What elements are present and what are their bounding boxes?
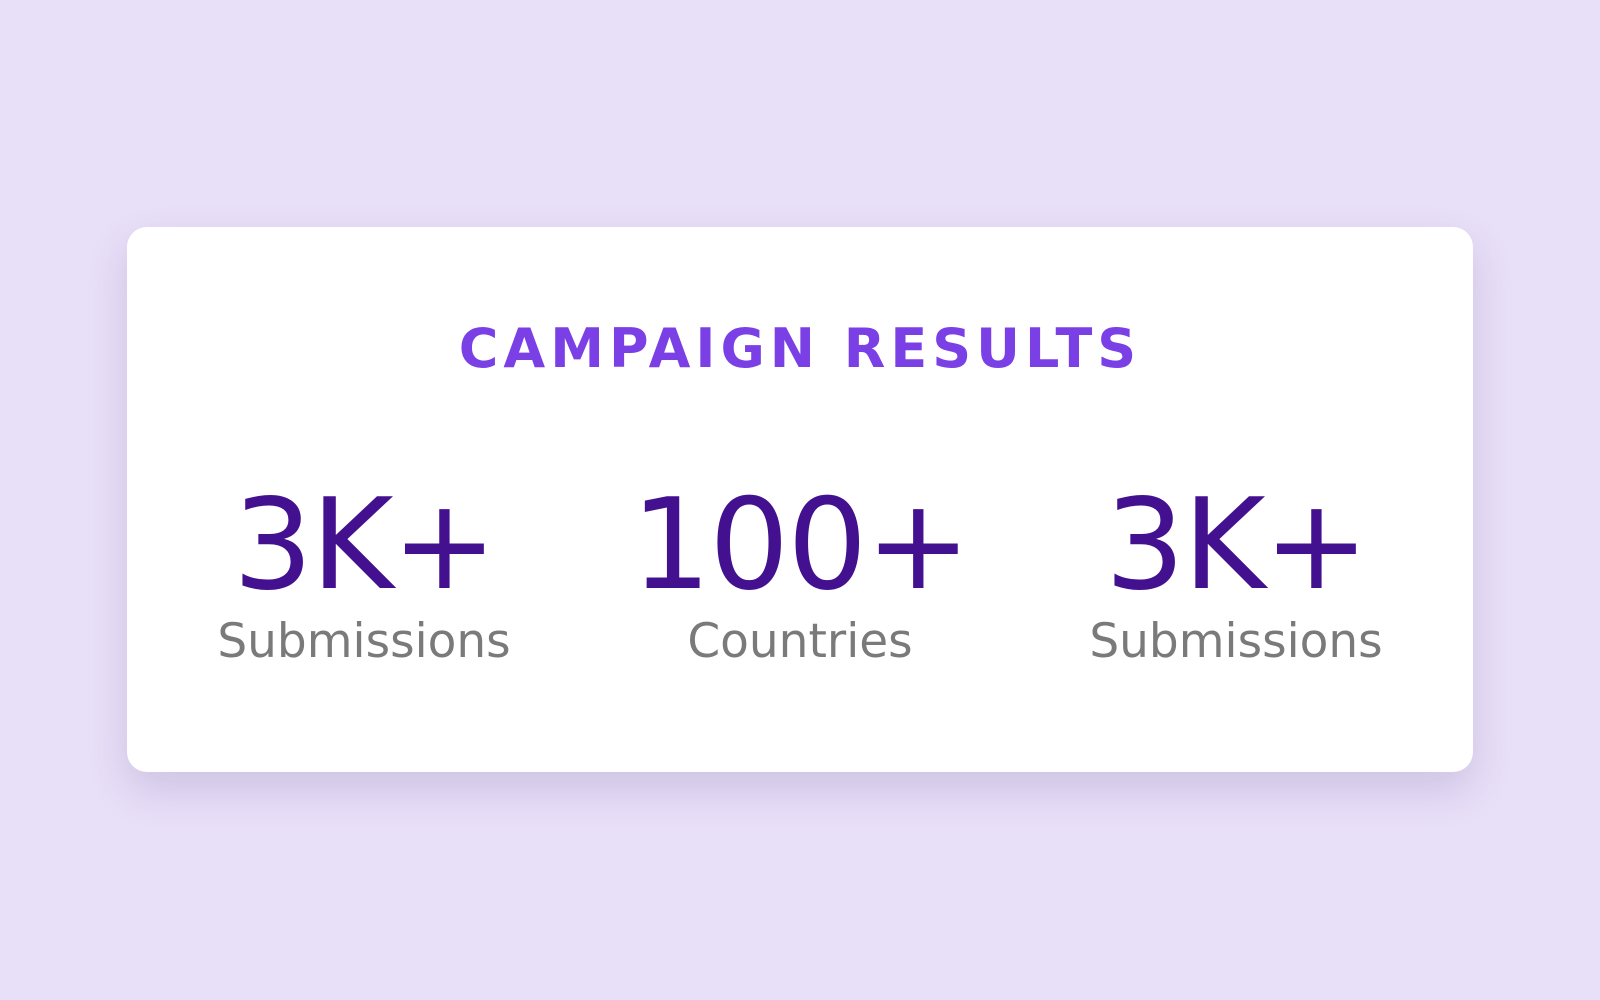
stat-value: 100+ xyxy=(630,471,971,618)
stat-label: Submissions xyxy=(217,614,511,669)
stat: 3K+ Submissions xyxy=(146,480,582,672)
stat-label: Submissions xyxy=(1089,614,1383,669)
stats-row: 3K+ Submissions 100+ Countries 3K+ Submission… xyxy=(146,480,1454,672)
stat-value: 3K+ xyxy=(1104,471,1369,618)
card xyxy=(127,227,1473,772)
stat: 3K+ Submissions xyxy=(1018,480,1454,672)
stat-value: 3K+ xyxy=(232,471,497,618)
stat-label: Countries xyxy=(687,614,913,669)
card-title: CAMPAIGN RESULTS xyxy=(458,317,1142,380)
stat: 100+ Countries xyxy=(582,480,1018,672)
